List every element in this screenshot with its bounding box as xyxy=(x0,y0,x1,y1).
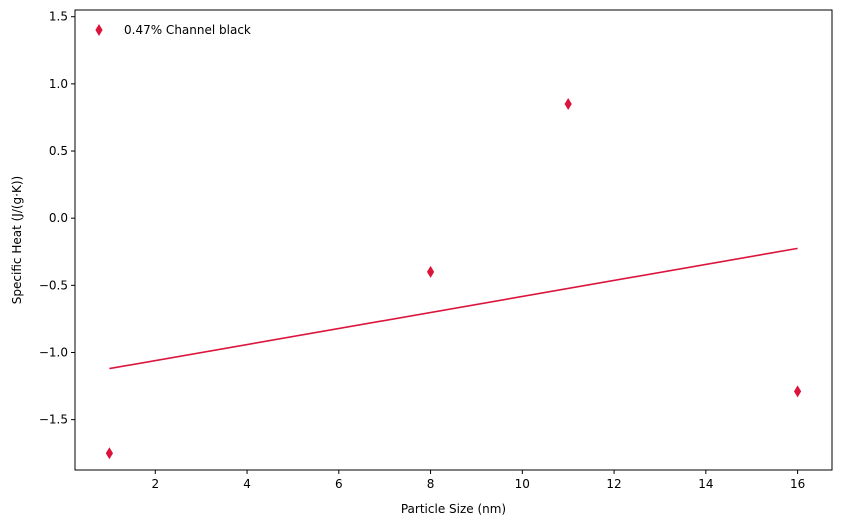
x-tick-label: 12 xyxy=(606,477,621,491)
y-tick-label: −1.5 xyxy=(39,413,68,427)
x-tick-label: 8 xyxy=(427,477,435,491)
y-tick-label: −0.5 xyxy=(39,278,68,292)
trend-line xyxy=(109,247,798,370)
x-axis: 2 4 6 8 10 12 14 16 xyxy=(151,470,805,491)
y-axis-label: Specific Heat (J/(g·K)) xyxy=(10,176,24,304)
data-point xyxy=(105,447,114,460)
data-point xyxy=(564,98,572,111)
x-tick-label: 2 xyxy=(151,477,159,491)
x-tick-label: 6 xyxy=(335,477,343,491)
x-tick-label: 14 xyxy=(698,477,713,491)
legend-marker xyxy=(95,24,103,36)
data-point xyxy=(426,265,435,278)
data-point xyxy=(793,385,802,398)
legend: 0.47% Channel black xyxy=(95,23,251,37)
plot-frame xyxy=(74,9,833,471)
y-tick-label: 1.0 xyxy=(49,77,68,91)
y-axis: −1.5 −1.0 −0.5 0.0 0.5 1.0 1.5 xyxy=(39,10,75,427)
x-tick-label: 16 xyxy=(790,477,805,491)
plot-area xyxy=(105,98,802,460)
x-tick-label: 10 xyxy=(515,477,530,491)
y-tick-label: 0.0 xyxy=(49,211,68,225)
x-tick-label: 4 xyxy=(243,477,251,491)
x-axis-label: Particle Size (nm) xyxy=(401,502,506,516)
y-tick-label: −1.0 xyxy=(39,345,68,359)
legend-label: 0.47% Channel black xyxy=(124,23,251,37)
y-tick-label: 0.5 xyxy=(49,144,68,158)
y-tick-label: 1.5 xyxy=(49,10,68,24)
